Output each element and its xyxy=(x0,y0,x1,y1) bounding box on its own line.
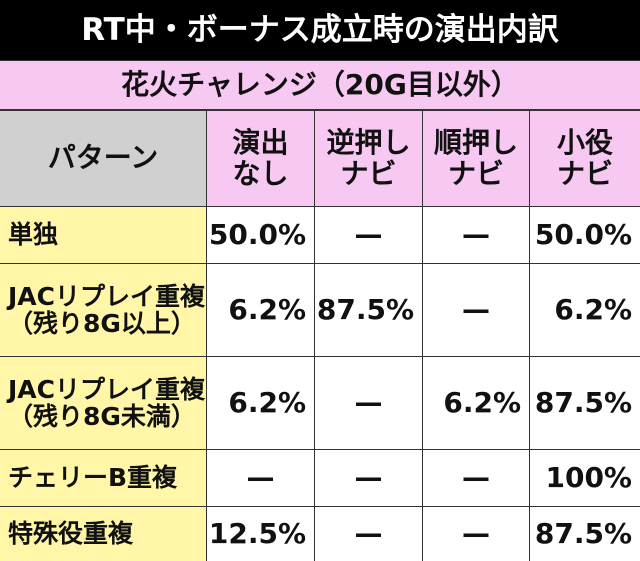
value-cell: — xyxy=(315,357,422,449)
value-text: — xyxy=(354,385,383,419)
title: RT中・ボーナス成立時の演出内訳 xyxy=(0,0,640,60)
header-text: 逆押し xyxy=(326,125,411,159)
value-text: — xyxy=(462,460,490,494)
value-text: 87.5% xyxy=(316,292,414,326)
value-cell: 12.5% xyxy=(207,507,314,561)
value-cell: — xyxy=(423,450,529,506)
value-text: — xyxy=(354,217,383,251)
value-text: — xyxy=(354,460,383,494)
value-text: 87.5% xyxy=(534,385,632,419)
value-cell: 87.5% xyxy=(530,507,640,561)
value-text: 6.2% xyxy=(443,385,521,419)
row-label-text: チェリーB重複 xyxy=(8,463,178,493)
header-cell: パターン xyxy=(0,111,206,206)
value-cell: — xyxy=(315,507,422,561)
row-label: JACリプレイ重複 （残り8G未満） xyxy=(0,357,206,449)
value-cell: 50.0% xyxy=(530,207,640,263)
value-cell: 6.2% xyxy=(530,264,640,356)
header-text: ナビ xyxy=(340,156,397,190)
header-text: 順押し xyxy=(433,125,518,159)
value-cell: 100% xyxy=(530,450,640,506)
value-text: 12.5% xyxy=(208,516,306,550)
value-text: 50.0% xyxy=(534,217,632,251)
header-cell: 小役 ナビ xyxy=(530,111,640,206)
row-label-text: 特殊役重複 xyxy=(8,519,134,549)
value-text: — xyxy=(354,516,383,550)
value-cell: — xyxy=(423,507,529,561)
header-text: 小役 xyxy=(556,125,613,159)
row-label-text: （残り8G未満） xyxy=(8,402,196,431)
value-cell: 50.0% xyxy=(207,207,314,263)
row-label: チェリーB重複 xyxy=(0,450,206,506)
row-label: 特殊役重複 xyxy=(0,507,206,561)
row-label: JACリプレイ重複 （残り8G以上） xyxy=(0,264,206,356)
header-text: ナビ xyxy=(556,156,613,190)
header-text: なし xyxy=(232,156,289,190)
header-cell: 逆押し ナビ xyxy=(315,111,422,206)
value-cell: 6.2% xyxy=(207,264,314,356)
row-label-text: JACリプレイ重複 xyxy=(8,374,205,404)
value-text: 100% xyxy=(545,460,632,494)
value-cell: 87.5% xyxy=(315,264,422,356)
value-text: 6.2% xyxy=(228,292,306,326)
row-label: 単独 xyxy=(0,207,206,263)
value-text: — xyxy=(462,516,490,550)
header-cell: 演出 なし xyxy=(207,111,314,206)
value-cell: 87.5% xyxy=(530,357,640,449)
value-text: — xyxy=(246,460,275,494)
value-cell: 6.2% xyxy=(423,357,529,449)
row-label-text: JACリプレイ重複 xyxy=(8,281,205,311)
header-text: ナビ xyxy=(447,156,504,190)
value-cell: — xyxy=(423,264,529,356)
header-text: パターン xyxy=(47,141,159,175)
value-cell: — xyxy=(315,450,422,506)
value-text: 6.2% xyxy=(228,385,306,419)
value-cell: — xyxy=(207,450,314,506)
value-text: 6.2% xyxy=(554,292,632,326)
row-label-text: （残り8G以上） xyxy=(8,309,196,338)
header-text: 演出 xyxy=(232,125,289,159)
value-cell: — xyxy=(315,207,422,263)
value-text: — xyxy=(462,292,490,326)
row-label-text: 単独 xyxy=(8,220,59,250)
value-text: 87.5% xyxy=(534,516,632,550)
value-text: — xyxy=(462,217,490,251)
header-cell: 順押し ナビ xyxy=(423,111,529,206)
value-text: 50.0% xyxy=(208,217,306,251)
value-cell: 6.2% xyxy=(207,357,314,449)
subtitle: 花火チャレンジ（20G目以外） xyxy=(0,61,640,109)
value-cell: — xyxy=(423,207,529,263)
